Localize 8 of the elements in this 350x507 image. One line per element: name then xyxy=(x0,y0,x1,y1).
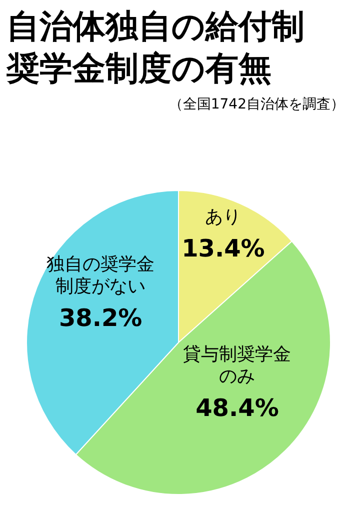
chart-subtitle: （全国1742自治体を調査） xyxy=(168,96,345,112)
data-label: 38.2% xyxy=(58,304,142,332)
data-label: 13.4% xyxy=(182,234,265,263)
slice-label: あり xyxy=(205,206,242,228)
data-label: 48.4% xyxy=(196,394,279,422)
slice-label: 独自の奨学金制度がない xyxy=(46,254,155,298)
chart-title: 自治体独自の給付制奨学金制度の有無 xyxy=(6,6,304,88)
slice-label: 貸与制奨学金のみ xyxy=(183,344,292,387)
